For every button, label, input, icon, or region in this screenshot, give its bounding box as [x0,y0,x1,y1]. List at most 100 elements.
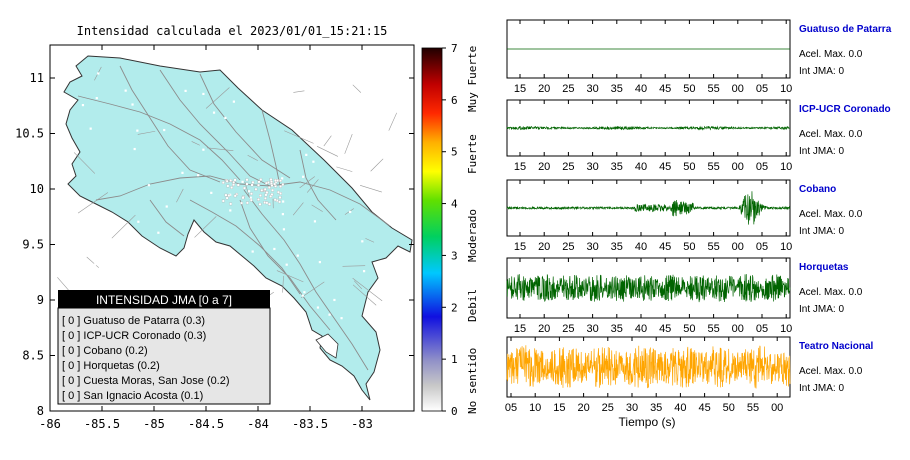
town [313,220,317,223]
town-central-valley [273,198,277,202]
town-central-valley [263,187,267,191]
town-markers [71,71,391,321]
trace-tick-label: 50 [683,161,695,173]
town [97,72,100,75]
map-y-tick-label: 10.5 [15,127,44,141]
town-central-valley [259,178,263,181]
road-minor [388,112,398,131]
town-central-valley [251,181,255,184]
station-name: Guatuso de Patarra [799,24,892,35]
trace-tick-label: 00 [732,241,744,253]
town-central-valley [258,202,262,206]
town-central-valley [235,192,239,196]
road-minor [352,84,362,93]
town [376,76,380,79]
trace-tick-label: 45 [659,323,671,335]
road [299,149,337,221]
town [282,228,286,231]
road-minor [207,147,234,151]
town [310,76,313,79]
town-central-valley [270,182,273,186]
trace-panel: 15 20 25 30 35 40 45 50 55 00 05 10 ICP-UCR Coronado… [506,99,891,173]
road-minor [77,192,109,214]
town-central-valley [265,191,269,194]
town [210,191,213,194]
station-jma: Int JMA: 0 [799,146,844,157]
legend-title: INTENSIDAD JMA [0 a 7] [96,293,232,307]
town [212,111,216,114]
town [316,306,320,309]
colorbar-ticks: 0 1 2 3 4 5 6 7 [442,42,458,418]
station-name: Teatro Nacional [799,341,873,352]
town [281,213,284,216]
town-central-valley [268,202,271,206]
station-accel: Acel. Max. 0.0 [799,49,863,60]
town-central-valley [250,183,254,187]
map-x-tick-label: -84 [247,417,269,431]
trace-tick-label: 40 [635,241,647,253]
colorbar-tick-label: 0 [451,405,458,418]
trace-tick-label: 10 [780,241,792,253]
road-minor [86,256,99,268]
town-central-valley [241,196,245,200]
trace-tick-label: 35 [611,161,623,173]
trace-tick-label: 55 [707,161,719,173]
road [243,189,369,371]
station-jma: Int JMA: 0 [799,226,844,237]
town-central-valley [225,196,229,200]
town [305,153,308,156]
town [95,97,98,100]
town [285,263,288,266]
map-x-tick-label: -85 [143,417,165,431]
trace-tick-label: 25 [562,83,574,95]
trace-tick-label: 30 [586,83,598,95]
trace-tick-label: 45 [659,241,671,253]
town [224,116,227,119]
trace-tick-label: 05 [505,402,517,414]
road-minor [365,238,375,243]
trace-tick-label: 55 [747,402,759,414]
town-central-valley [233,178,237,182]
town [362,270,366,273]
town-central-valley [236,183,240,187]
town-central-valley [243,186,246,190]
trace-tick-label: 55 [707,241,719,253]
trace-tick-label: 20 [538,323,550,335]
trace-tick-label: 40 [635,323,647,335]
town-central-valley [225,179,229,183]
trace-tick-label: 40 [635,83,647,95]
town-central-valley [245,182,249,186]
station-accel: Acel. Max. 0.0 [799,287,863,298]
town-central-valley [273,182,277,186]
trace-tick-label: 40 [635,161,647,173]
town [202,92,205,96]
station-accel: Acel. Max. 0.0 [799,129,863,140]
road [239,199,331,331]
trace-tick-label: 05 [756,161,768,173]
town [157,231,160,234]
waveform [506,345,791,389]
time-axis-label: Tiempo (s) [619,415,676,429]
town-central-valley [277,190,280,194]
town [241,180,244,183]
legend-title-bar [58,290,270,308]
trace-tick-label: 25 [602,402,614,414]
town-central-valley [278,200,281,204]
road-minor [300,281,325,299]
town-central-valley [249,198,253,202]
trace-panel: 05 10 15 20 25 30 35 40 45 50 55 00 Teatro Nacional A… [505,336,873,414]
town-central-valley [279,179,282,183]
trace-tick-label: 10 [780,161,792,173]
trace-tick-label: 25 [562,323,574,335]
map-x-tick-label: -85.5 [84,417,120,431]
town [377,270,381,273]
level-fuerte: Fuerte [466,134,479,174]
level-muy-fuerte: Muy Fuerte [466,46,479,112]
town-central-valley [233,194,237,198]
trace-tick-label: 35 [611,241,623,253]
trace-tick-label: 45 [659,161,671,173]
colorbar-tick-label: 4 [451,198,458,211]
road-minor [344,133,353,154]
town [247,190,251,193]
town [303,291,306,294]
